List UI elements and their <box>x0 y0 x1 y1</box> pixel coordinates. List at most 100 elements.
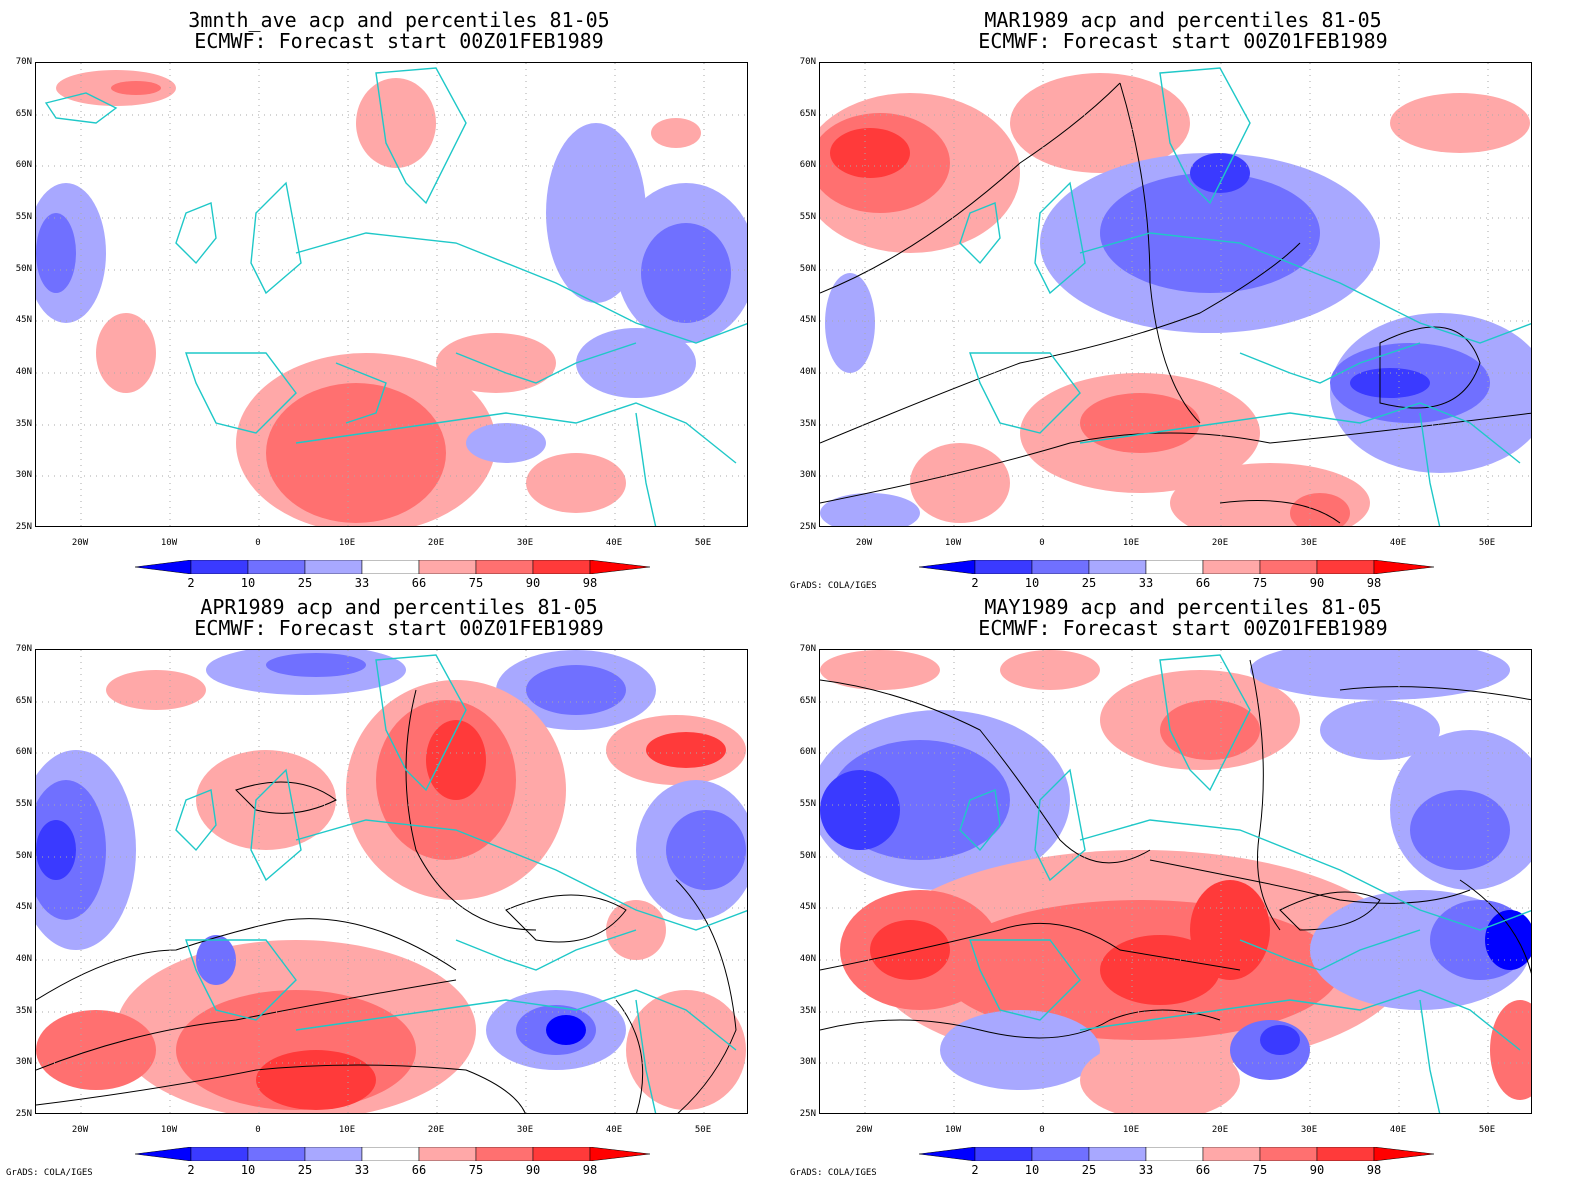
colorbar-label: 98 <box>582 1163 598 1177</box>
colorbar-label: 33 <box>354 1163 370 1177</box>
lat-label: 35N <box>799 419 816 429</box>
lon-label: 30E <box>1300 1125 1318 1135</box>
panel-title-line1: MAY1989 acp and percentiles 81-05 <box>984 595 1382 619</box>
contours <box>820 82 1531 524</box>
lat-label: 30N <box>15 1057 32 1067</box>
graticule <box>36 650 747 1113</box>
coastlines <box>959 67 1531 526</box>
lat-label: 35N <box>15 1006 32 1016</box>
panel-title-line1: 3mnth_ave acp and percentiles 81-05 <box>188 8 610 32</box>
lat-label: 55N <box>15 212 32 222</box>
lon-label: 10W <box>944 538 962 548</box>
coastlines <box>959 654 1531 1113</box>
lat-label: 50N <box>15 851 32 861</box>
colorbar-label: 98 <box>1366 576 1382 590</box>
lon-label: 0 <box>1039 538 1045 548</box>
lat-label: 65N <box>799 109 816 119</box>
lat-label: 25N <box>799 522 816 532</box>
colorbar-label: 75 <box>468 576 484 590</box>
colorbar-label: 10 <box>240 1163 256 1177</box>
credit: GrADS: COLA/IGES <box>6 1168 93 1178</box>
lat-label: 25N <box>799 1109 816 1119</box>
lon-label: 0 <box>1039 1125 1045 1135</box>
anomaly-shading <box>820 650 1531 1113</box>
colorbar-label: 75 <box>1252 576 1268 590</box>
lat-label: 50N <box>799 264 816 274</box>
lon-label: 10E <box>1122 538 1140 548</box>
lon-label: 10E <box>1122 1125 1140 1135</box>
lat-label: 35N <box>799 1006 816 1016</box>
lat-label: 40N <box>15 367 32 377</box>
lat-label: 45N <box>799 315 816 325</box>
panel-apr1989: APR1989 acp and percentiles 81-05 ECMWF:… <box>0 587 798 1185</box>
lat-label: 60N <box>15 747 32 757</box>
lat-label: 60N <box>15 160 32 170</box>
lon-label: 20W <box>855 1125 873 1135</box>
colorbar-label: 90 <box>1309 1163 1325 1177</box>
panel-title-line1: MAR1989 acp and percentiles 81-05 <box>984 8 1382 32</box>
lon-label: 20E <box>427 1125 445 1135</box>
lon-label: 40E <box>605 1125 623 1135</box>
colorbar-label: 33 <box>1138 576 1154 590</box>
colorbar-label: 66 <box>411 576 427 590</box>
lat-label: 45N <box>15 902 32 912</box>
lat-label: 55N <box>799 799 816 809</box>
map-area <box>35 649 748 1114</box>
lat-label: 60N <box>799 160 816 170</box>
lon-label: 30E <box>516 538 534 548</box>
colorbar <box>134 1146 651 1162</box>
lat-label: 45N <box>799 902 816 912</box>
panel-mar1989: MAR1989 acp and percentiles 81-05 ECMWF:… <box>784 0 1582 598</box>
panel-title-line2: ECMWF: Forecast start 00Z01FEB1989 <box>194 29 604 53</box>
lat-label: 70N <box>799 57 816 67</box>
colorbar-label: 10 <box>240 576 256 590</box>
colorbar-label: 90 <box>1309 576 1325 590</box>
lat-label: 65N <box>15 109 32 119</box>
lat-label: 55N <box>799 212 816 222</box>
lat-label: 70N <box>799 644 816 654</box>
panel-title-line2: ECMWF: Forecast start 00Z01FEB1989 <box>978 616 1388 640</box>
map-area <box>819 649 1532 1114</box>
panel-title-line2: ECMWF: Forecast start 00Z01FEB1989 <box>194 616 604 640</box>
lon-label: 50E <box>1478 1125 1496 1135</box>
lon-label: 30E <box>1300 538 1318 548</box>
colorbar-label: 2 <box>187 576 195 590</box>
lat-label: 40N <box>799 367 816 377</box>
lat-label: 40N <box>15 954 32 964</box>
lon-label: 20W <box>71 538 89 548</box>
coastlines <box>175 654 747 1113</box>
colorbar-label: 33 <box>354 576 370 590</box>
map-area <box>819 62 1532 527</box>
colorbar-label: 25 <box>1081 1163 1097 1177</box>
lat-label: 30N <box>799 470 816 480</box>
lat-label: 65N <box>799 696 816 706</box>
panel-3month: 3mnth_ave acp and percentiles 81-05 ECMW… <box>0 0 798 598</box>
coastlines <box>44 67 747 526</box>
credit: GrADS: COLA/IGES <box>790 581 877 591</box>
lon-label: 20W <box>855 538 873 548</box>
lon-label: 30E <box>516 1125 534 1135</box>
lon-label: 10W <box>160 1125 178 1135</box>
lat-label: 70N <box>15 644 32 654</box>
lon-label: 50E <box>694 1125 712 1135</box>
lon-label: 20E <box>427 538 445 548</box>
colorbar-label: 25 <box>297 1163 313 1177</box>
colorbar-label: 2 <box>187 1163 195 1177</box>
lon-label: 20E <box>1211 1125 1229 1135</box>
anomaly-shading <box>820 73 1531 526</box>
lon-label: 0 <box>255 538 261 548</box>
colorbar <box>134 559 651 575</box>
lat-label: 35N <box>15 419 32 429</box>
colorbar-label: 2 <box>971 576 979 590</box>
lon-label: 50E <box>694 538 712 548</box>
lon-label: 50E <box>1478 538 1496 548</box>
colorbar-label: 33 <box>1138 1163 1154 1177</box>
lon-label: 20E <box>1211 538 1229 548</box>
map-area <box>35 62 748 527</box>
graticule <box>36 63 747 526</box>
lat-label: 25N <box>15 522 32 532</box>
lat-label: 65N <box>15 696 32 706</box>
colorbar-label: 2 <box>971 1163 979 1177</box>
colorbar-label: 10 <box>1024 1163 1040 1177</box>
graticule <box>820 63 1531 526</box>
